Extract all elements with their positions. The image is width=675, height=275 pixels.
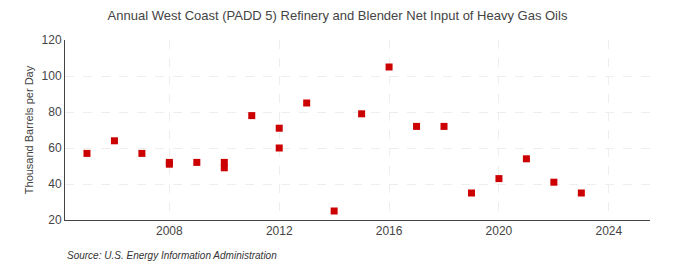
svg-text:80: 80 — [48, 105, 62, 119]
svg-text:100: 100 — [42, 69, 62, 83]
svg-text:20: 20 — [48, 213, 62, 227]
svg-text:120: 120 — [42, 33, 62, 47]
svg-text:2012: 2012 — [266, 224, 293, 238]
svg-text:2008: 2008 — [156, 224, 183, 238]
svg-text:2016: 2016 — [376, 224, 403, 238]
svg-text:60: 60 — [48, 141, 62, 155]
svg-text:2024: 2024 — [595, 224, 622, 238]
svg-text:2020: 2020 — [486, 224, 513, 238]
svg-text:Annual West Coast (PADD 5) Ref: Annual West Coast (PADD 5) Refinery and … — [108, 8, 568, 23]
svg-text:40: 40 — [48, 177, 62, 191]
svg-text:Thousand Barrels per Day: Thousand Barrels per Day — [23, 65, 35, 194]
svg-text:Source: U.S. Energy Informatio: Source: U.S. Energy Information Administ… — [67, 250, 277, 261]
